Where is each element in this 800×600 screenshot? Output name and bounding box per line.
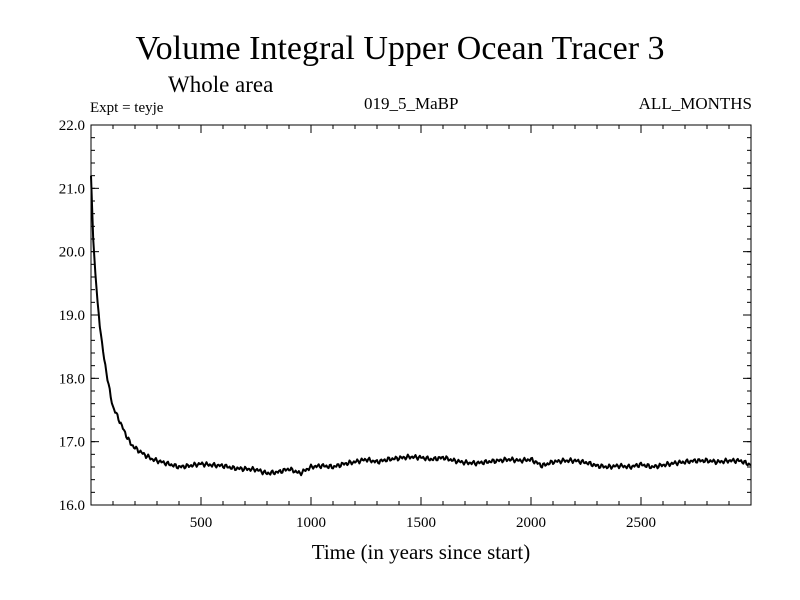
y-tick-label: 18.0 — [59, 371, 85, 387]
y-tick-label: 16.0 — [59, 498, 85, 514]
y-tick-label: 20.0 — [59, 245, 85, 261]
x-tick-label: 1000 — [296, 515, 326, 531]
x-tick-label: 2500 — [626, 515, 656, 531]
y-tick-label: 19.0 — [59, 308, 85, 324]
series-line — [90, 175, 752, 477]
x-tick-label: 2000 — [516, 515, 546, 531]
axis-tick-labels: 16.0 17.0 18.0 19.0 20.0 21.0 22.0 500 1000 1500 2… — [59, 118, 656, 531]
months-label: ALL_MONTHS — [638, 94, 752, 113]
chart-subtitle: Whole area — [168, 72, 274, 97]
y-tick-label: 21.0 — [59, 181, 85, 197]
x-tick-label: 1500 — [406, 515, 436, 531]
experiment-label: Expt = teyje — [90, 100, 164, 116]
chart-title: Volume Integral Upper Ocean Tracer 3 — [135, 30, 665, 67]
x-tick-label: 500 — [190, 515, 213, 531]
plot-frame — [90, 124, 752, 506]
axis-ticks — [91, 124, 751, 506]
period-label: 019_5_MaBP — [364, 94, 459, 113]
y-tick-label: 22.0 — [59, 118, 85, 134]
x-axis-label: Time (in years since start) — [311, 540, 531, 564]
y-tick-label: 17.0 — [59, 435, 85, 451]
